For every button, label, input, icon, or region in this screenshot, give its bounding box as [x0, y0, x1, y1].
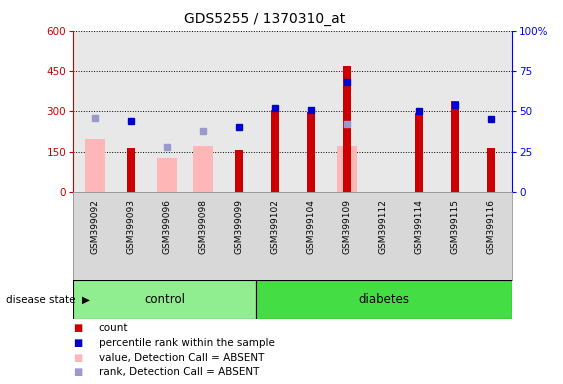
- Text: ■: ■: [73, 323, 82, 333]
- Bar: [415, 113, 423, 192]
- Bar: [307, 112, 315, 192]
- Text: GSM399099: GSM399099: [234, 199, 243, 254]
- Bar: [157, 157, 177, 192]
- Bar: [487, 148, 495, 192]
- Text: value, Detection Call = ABSENT: value, Detection Call = ABSENT: [99, 353, 264, 362]
- Text: diabetes: diabetes: [359, 293, 410, 306]
- Bar: [127, 149, 135, 192]
- Bar: [73, 280, 256, 319]
- Bar: [337, 146, 356, 192]
- Text: ■: ■: [73, 367, 82, 377]
- Text: GSM399109: GSM399109: [342, 199, 351, 254]
- Text: ■: ■: [73, 353, 82, 362]
- Text: GSM399116: GSM399116: [486, 199, 495, 254]
- Text: GSM399115: GSM399115: [450, 199, 459, 254]
- Bar: [256, 280, 512, 319]
- Bar: [343, 66, 351, 192]
- Bar: [235, 151, 243, 192]
- Text: rank, Detection Call = ABSENT: rank, Detection Call = ABSENT: [99, 367, 259, 377]
- Text: GSM399104: GSM399104: [306, 199, 315, 254]
- Text: GSM399092: GSM399092: [90, 199, 99, 254]
- Text: percentile rank within the sample: percentile rank within the sample: [99, 338, 274, 348]
- Text: ■: ■: [73, 338, 82, 348]
- Bar: [193, 146, 213, 192]
- Text: GSM399098: GSM399098: [198, 199, 207, 254]
- Text: GSM399112: GSM399112: [378, 199, 387, 254]
- Text: GDS5255 / 1370310_at: GDS5255 / 1370310_at: [184, 12, 345, 25]
- Text: control: control: [144, 293, 185, 306]
- Text: GSM399114: GSM399114: [414, 199, 423, 254]
- Text: GSM399096: GSM399096: [162, 199, 171, 254]
- Text: GSM399102: GSM399102: [270, 199, 279, 254]
- Text: count: count: [99, 323, 128, 333]
- Bar: [85, 139, 105, 192]
- Text: disease state  ▶: disease state ▶: [6, 295, 90, 305]
- Text: GSM399093: GSM399093: [126, 199, 135, 254]
- Bar: [451, 101, 459, 192]
- Bar: [271, 110, 279, 192]
